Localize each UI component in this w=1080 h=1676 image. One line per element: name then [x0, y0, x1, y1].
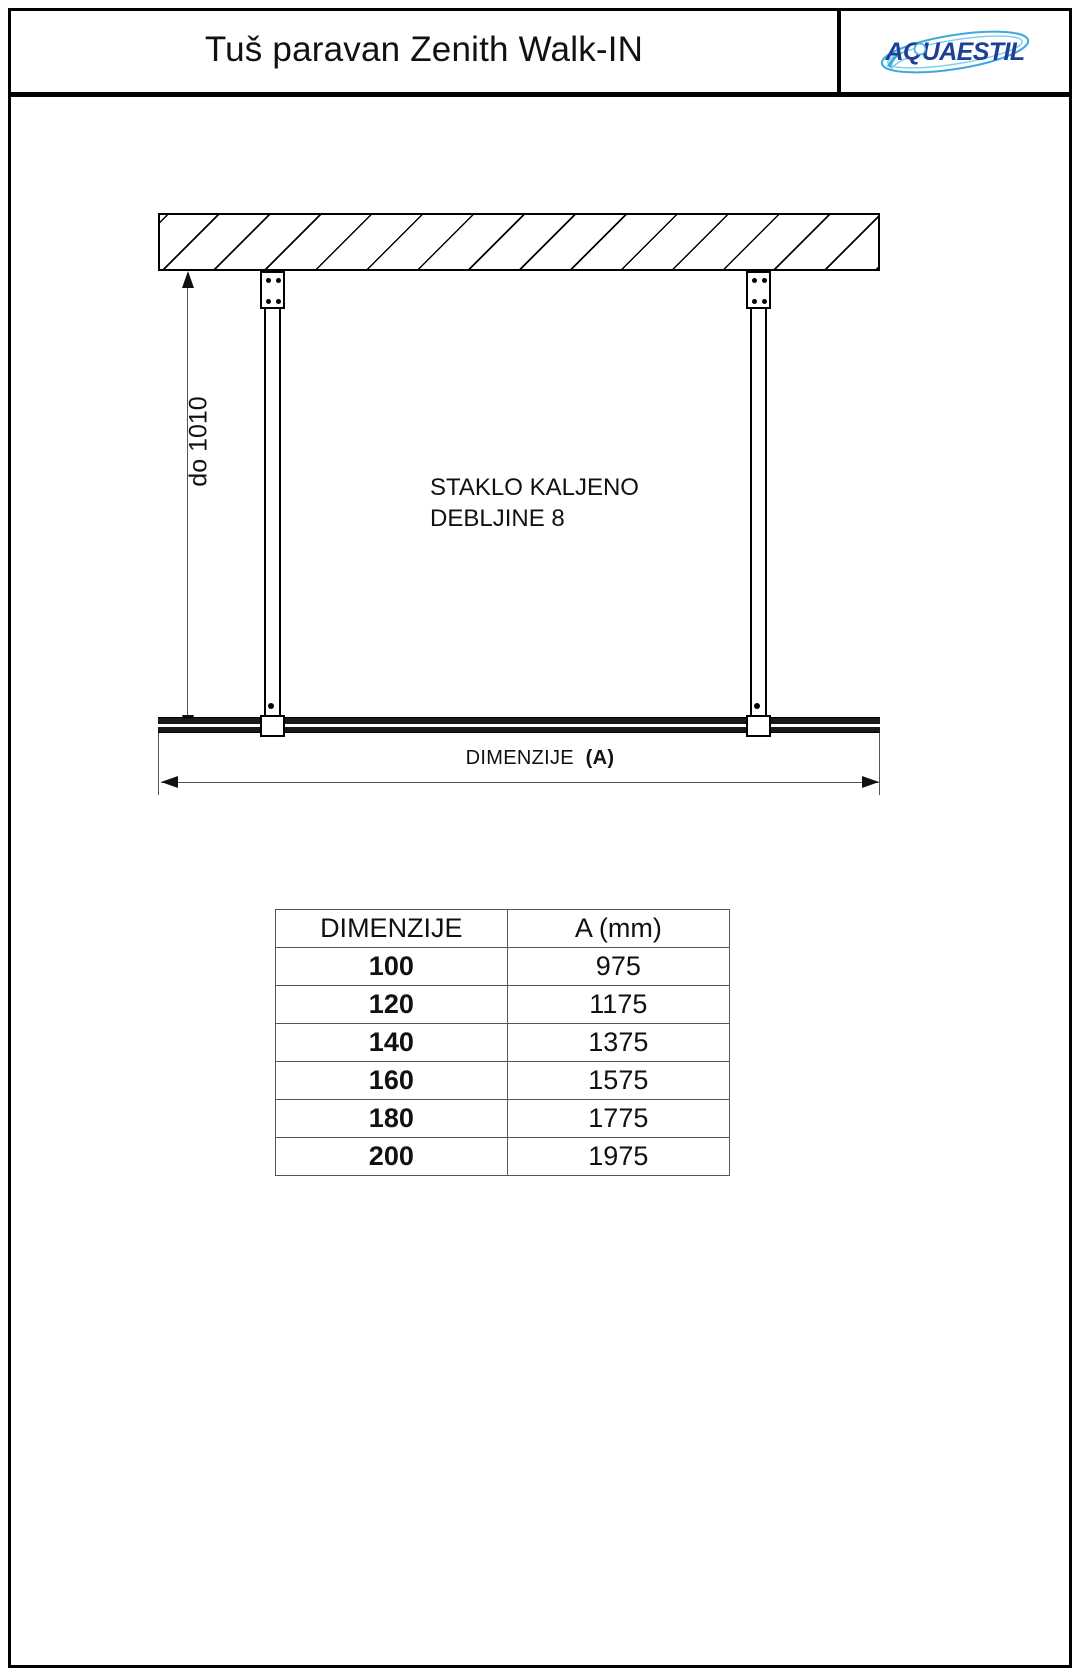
cell-dimenzije: 200: [275, 1137, 508, 1176]
cell-a-mm: 1775: [506, 1099, 731, 1138]
logo-cell: AQUAESTIL: [841, 11, 1069, 92]
horizontal-dimension-label: DIMENZIJE (A): [11, 747, 1069, 770]
vertical-dimension-label: do 1010: [184, 396, 213, 487]
arrow-right-icon: [862, 776, 879, 788]
screw-dot: [266, 299, 271, 304]
table-row: 200 1975: [275, 1137, 731, 1176]
horizontal-dimension-line: [161, 782, 879, 783]
screw-dot: [762, 278, 767, 283]
screw-dot: [276, 299, 281, 304]
wall-bracket-right-icon: [746, 271, 771, 309]
post-shoe-left: [260, 715, 285, 737]
extension-line-left: [158, 733, 159, 795]
cell-dimenzije: 180: [275, 1099, 508, 1138]
cell-a-mm: 1975: [506, 1137, 731, 1176]
vertical-profile-left: [264, 271, 281, 722]
svg-text:AQUAESTIL: AQUAESTIL: [884, 38, 1024, 66]
screw-dot: [752, 299, 757, 304]
table-row: 120 1175: [275, 985, 731, 1024]
wall-bracket-left-icon: [260, 271, 285, 309]
aquaestil-logo-icon: AQUAESTIL: [880, 30, 1030, 73]
bottom-profile-rail: [158, 717, 880, 733]
horizontal-dimension-text: DIMENZIJE: [465, 747, 574, 769]
glass-spec-label: STAKLO KALJENO DEBLJINE 8: [430, 472, 639, 534]
horizontal-dimension-code: (A): [585, 747, 615, 769]
cell-a-mm: 975: [506, 947, 731, 986]
table-row: 100 975: [275, 947, 731, 986]
arrow-left-icon: [161, 776, 178, 788]
screw-dot: [276, 278, 281, 283]
rail-highlight: [158, 724, 880, 727]
title-block: Tuš paravan Zenith Walk-IN AQUAESTIL: [11, 11, 1069, 97]
hatched-wall-icon: [158, 213, 880, 271]
cell-dimenzije: 120: [275, 985, 508, 1024]
cell-a-mm: 1375: [506, 1023, 731, 1062]
cell-a-mm: 1175: [506, 985, 731, 1024]
cell-a-mm: 1575: [506, 1061, 731, 1100]
dimension-table-wrapper: DIMENZIJE A (mm) 100 975 120 1175: [275, 909, 731, 1176]
column-header-dimenzije: DIMENZIJE: [275, 909, 508, 948]
cell-dimenzije: 140: [275, 1023, 508, 1062]
cell-dimenzije: 160: [275, 1061, 508, 1100]
screw-dot: [752, 278, 757, 283]
title-cell: Tuš paravan Zenith Walk-IN: [11, 11, 841, 92]
aquaestil-logo: AQUAESTIL: [871, 26, 1039, 78]
post-shoe-right: [746, 715, 771, 737]
screw-dot: [754, 703, 760, 709]
dimension-table: DIMENZIJE A (mm) 100 975 120 1175: [275, 909, 731, 1176]
drawing-frame: Tuš paravan Zenith Walk-IN AQUAESTIL: [8, 8, 1072, 1668]
extension-line-right: [879, 733, 880, 795]
page-title: Tuš paravan Zenith Walk-IN: [204, 29, 644, 69]
screw-dot: [266, 278, 271, 283]
screw-dot: [762, 299, 767, 304]
vertical-dimension-line: [187, 273, 188, 731]
arrow-up-icon: [182, 271, 194, 288]
table-body: 100 975 120 1175 140 1375 160: [275, 947, 731, 1176]
glass-spec-line-2: DEBLJINE 8: [430, 505, 565, 532]
vertical-profile-right: [750, 271, 767, 722]
screw-dot: [268, 703, 274, 709]
glass-spec-line-1: STAKLO KALJENO: [430, 474, 639, 501]
table-row: 160 1575: [275, 1061, 731, 1100]
table-row: 180 1775: [275, 1099, 731, 1138]
technical-drawing: STAKLO KALJENO DEBLJINE 8 do 1010 DIMENZ…: [11, 97, 1069, 1665]
table-header-row: DIMENZIJE A (mm): [275, 909, 731, 948]
table-row: 140 1375: [275, 1023, 731, 1062]
cell-dimenzije: 100: [275, 947, 508, 986]
column-header-a-mm: A (mm): [506, 909, 731, 948]
